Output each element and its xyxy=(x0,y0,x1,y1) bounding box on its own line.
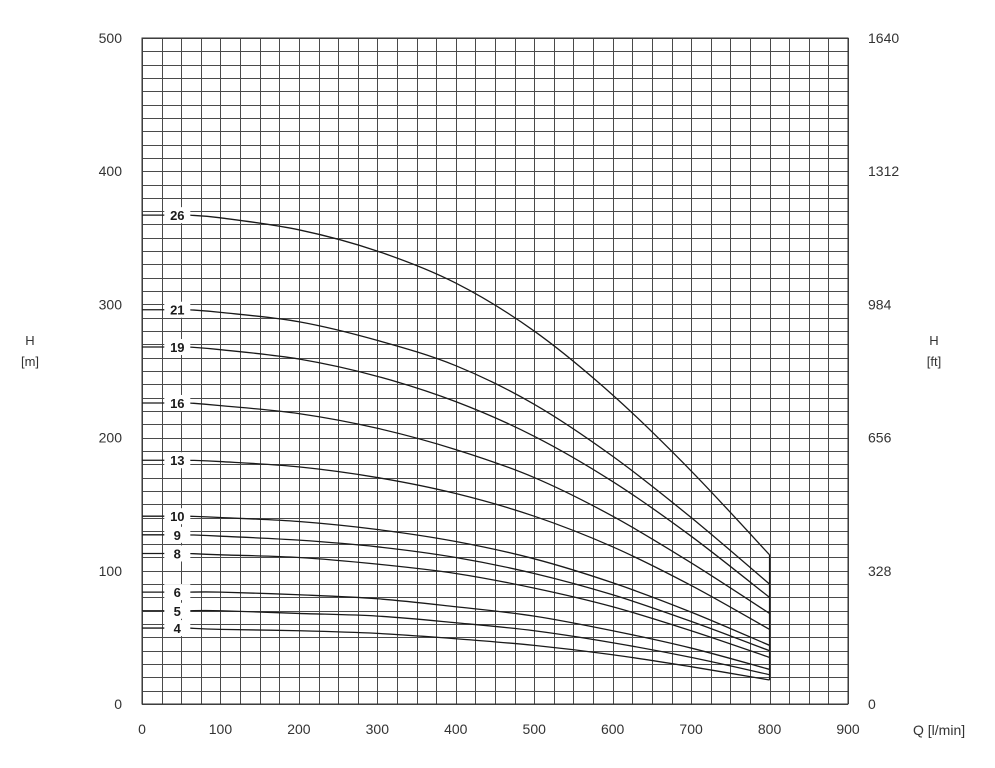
y-right-tick-label: 328 xyxy=(868,563,892,579)
curve-4 xyxy=(189,627,770,681)
curve-label-26: 26 xyxy=(170,208,184,223)
plot-frame xyxy=(141,37,849,705)
y-left-tick-label: 100 xyxy=(99,563,123,579)
y-left-axis-title: H xyxy=(25,333,34,348)
curve-26 xyxy=(189,214,771,556)
curve-5 xyxy=(189,609,770,676)
y-left-tick-label: 400 xyxy=(99,163,123,179)
curves xyxy=(142,214,771,681)
x-tick-label: 800 xyxy=(758,721,782,737)
curve-21 xyxy=(189,309,770,585)
x-tick-label: 0 xyxy=(138,721,146,737)
y-right-tick-label: 656 xyxy=(868,430,892,446)
y-right-tick-label: 0 xyxy=(868,696,876,712)
curve-label-13: 13 xyxy=(170,453,184,468)
curve-label-bg xyxy=(164,207,191,224)
curve-label-21: 21 xyxy=(170,303,184,318)
curve-10 xyxy=(189,515,770,646)
x-tick-label: 700 xyxy=(679,721,703,737)
x-tick-label: 500 xyxy=(523,721,547,737)
curve-label-bg xyxy=(164,452,191,469)
curve-label-bg xyxy=(164,620,191,637)
curve-label-bg xyxy=(164,602,191,619)
curve-label-bg xyxy=(164,526,191,543)
curve-label-bg xyxy=(164,584,191,601)
curve-19 xyxy=(189,346,770,598)
curve-label-16: 16 xyxy=(170,396,184,411)
y-right-tick-label: 1312 xyxy=(868,163,899,179)
curve-16 xyxy=(189,402,770,614)
grid xyxy=(141,37,849,705)
tick-labels: 0 100 200 300 400 500 600 700 800 900010020030040… xyxy=(99,30,900,737)
y-left-tick-label: 200 xyxy=(99,430,123,446)
curve-label-4: 4 xyxy=(174,621,182,636)
y-right-axis-title: H xyxy=(929,333,938,348)
curve-label-bg xyxy=(164,339,191,356)
curve-label-bg xyxy=(164,508,191,525)
curve-8 xyxy=(189,552,770,658)
curve-label-19: 19 xyxy=(170,340,184,355)
curve-labels: 26 21 19 16 13 10 9 8 6 5 4 xyxy=(164,207,191,637)
curve-9 xyxy=(189,534,770,652)
curve-label-bg xyxy=(164,545,191,562)
y-right-axis-unit: [ft] xyxy=(927,354,941,369)
curve-13 xyxy=(189,459,770,630)
curve-label-6: 6 xyxy=(174,585,181,600)
curve-label-9: 9 xyxy=(174,528,181,543)
curve-label-bg xyxy=(164,301,191,318)
y-right-tick-label: 1640 xyxy=(868,30,899,46)
x-tick-label: 600 xyxy=(601,721,625,737)
x-tick-label: 200 xyxy=(287,721,311,737)
x-tick-label: 900 xyxy=(836,721,860,737)
curve-label-bg xyxy=(164,394,191,411)
x-tick-label: 100 xyxy=(209,721,233,737)
curve-6 xyxy=(189,591,770,670)
curve-label-10: 10 xyxy=(170,509,184,524)
y-left-tick-label: 0 xyxy=(114,696,122,712)
y-left-axis-unit: [m] xyxy=(21,354,39,369)
curve-label-8: 8 xyxy=(174,546,181,561)
x-tick-label: 400 xyxy=(444,721,468,737)
x-tick-label: 300 xyxy=(366,721,390,737)
y-right-tick-label: 984 xyxy=(868,296,892,312)
curve-label-5: 5 xyxy=(174,604,181,619)
x-axis-title: Q [l/min] xyxy=(913,722,965,738)
y-left-tick-label: 300 xyxy=(99,296,123,312)
y-left-tick-label: 500 xyxy=(99,30,123,46)
